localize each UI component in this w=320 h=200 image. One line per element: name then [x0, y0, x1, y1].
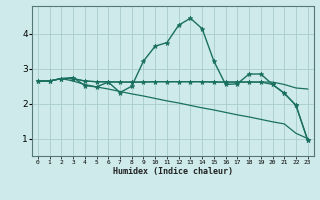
X-axis label: Humidex (Indice chaleur): Humidex (Indice chaleur) [113, 167, 233, 176]
